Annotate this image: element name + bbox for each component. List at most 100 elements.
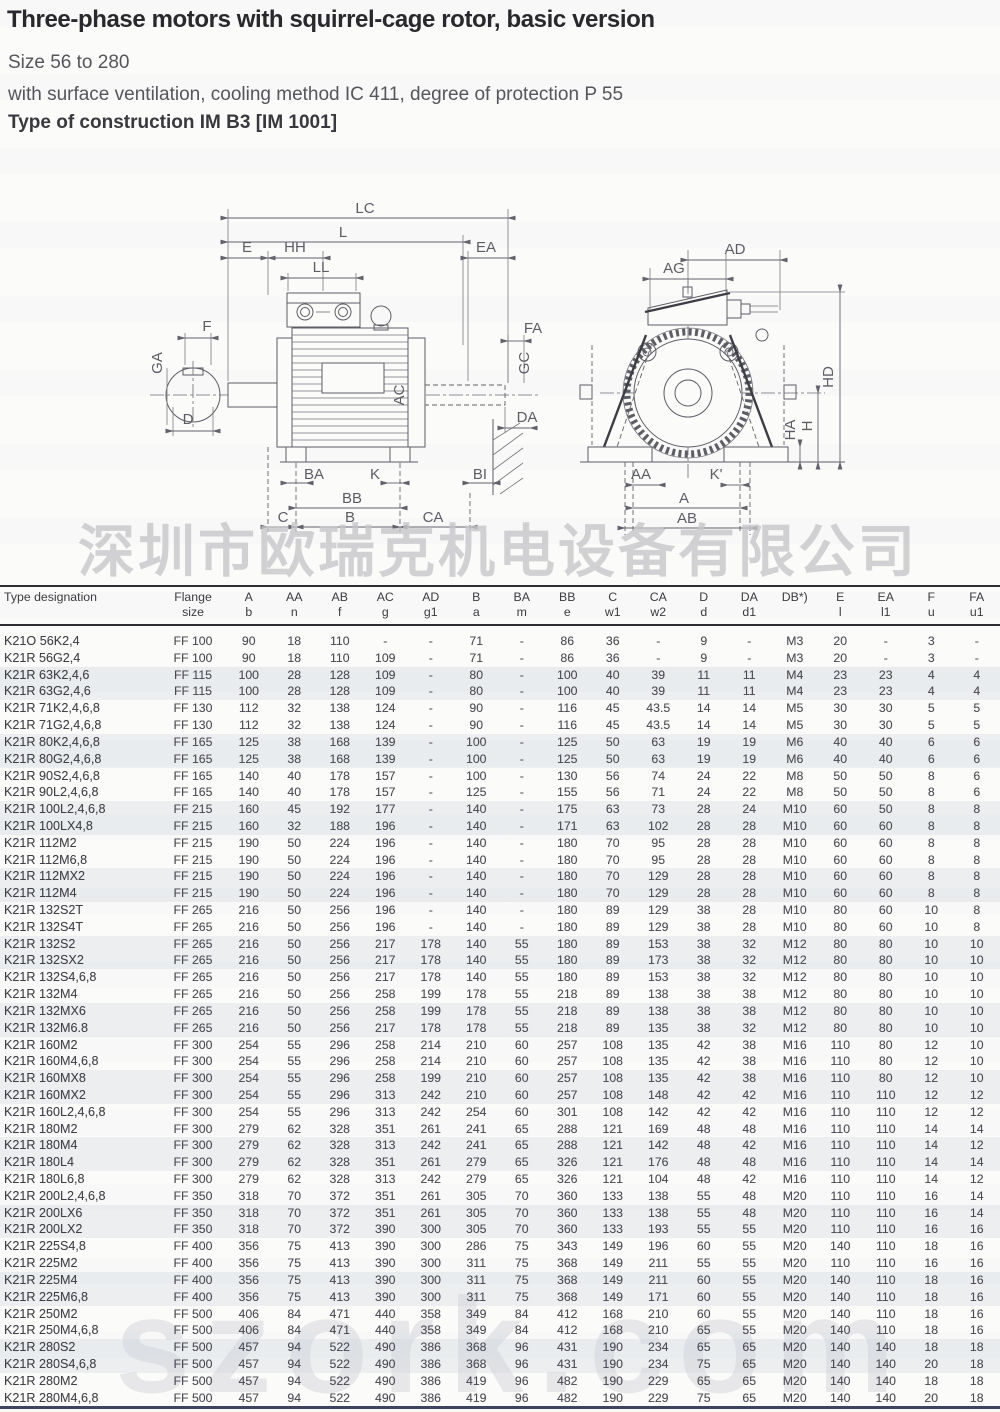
dimension-cell: 10	[969, 953, 984, 968]
dimension-cell: 112	[238, 701, 259, 716]
dimension-cell: -	[428, 802, 433, 817]
dimension-cell: FF 265	[173, 903, 213, 917]
dimension-cell: 140	[465, 869, 487, 884]
type-designation-cell: K21R 250M2	[4, 1306, 78, 1321]
dimension-cell: 55	[696, 1222, 711, 1237]
dimension-cell: 80	[878, 1054, 893, 1069]
dimension-cell: 140	[829, 1289, 851, 1304]
column-header: AD g1	[422, 590, 440, 619]
dimension-cell: 55	[742, 1239, 757, 1254]
column-header: BA m	[513, 590, 530, 619]
dimension-cell: 19	[696, 751, 711, 766]
dimension-cell: 50	[833, 768, 848, 783]
dimension-cell: 171	[556, 818, 578, 833]
dimension-cell: 14	[696, 701, 711, 716]
dimension-cell: -	[519, 718, 524, 733]
dimension-cell: 360	[556, 1188, 578, 1203]
dimension-cell: M10	[782, 852, 807, 867]
dimension-cell: 140	[875, 1390, 897, 1405]
dimension-cell: 413	[329, 1239, 351, 1254]
dimension-cell: 28	[287, 684, 302, 699]
dimension-cell: 140	[465, 835, 487, 850]
dimension-cell: 313	[374, 1138, 396, 1153]
dimension-cell: 110	[329, 634, 350, 648]
dimension-cell: -	[656, 650, 661, 665]
dimension-cell: 60	[833, 802, 848, 817]
dimension-cell: 311	[466, 1272, 487, 1287]
dimension-cell: 199	[420, 987, 442, 1002]
dimension-cell: FF 265	[173, 936, 213, 951]
dimension-cell: 471	[329, 1306, 351, 1321]
dimension-cell: 149	[602, 1272, 624, 1287]
dimension-cell: 196	[374, 835, 396, 850]
dimension-cell: FF 265	[173, 970, 213, 985]
dimension-cell: 155	[556, 785, 578, 800]
dimension-cell: 80	[878, 1071, 893, 1086]
dimension-cell: 50	[878, 802, 893, 817]
dimension-cell: 257	[556, 1071, 578, 1086]
dimension-cell: 70	[605, 852, 620, 867]
dimension-cell: 38	[696, 919, 711, 934]
dimension-cell: M16	[782, 1138, 807, 1153]
dimension-cell: 19	[696, 734, 711, 749]
table-row: K21R 132S4,6,8 FF 265 216 50 256 217 178 140 55 1…	[0, 969, 1000, 986]
dimension-cell: M16	[782, 1071, 807, 1086]
dimension-cell: FF 165	[173, 785, 213, 800]
dimension-cell: 125	[556, 751, 578, 766]
dimension-cell: 140	[829, 1272, 851, 1287]
column-header: AC g	[376, 590, 394, 619]
dimension-cell: 214	[420, 1054, 442, 1069]
dimension-cell: 50	[287, 1020, 302, 1035]
dimension-cell: 95	[651, 852, 666, 867]
dimension-cell: M20	[782, 1390, 807, 1405]
dimension-cell: 6	[973, 734, 981, 749]
dim-label-ha: HA	[782, 420, 799, 441]
type-designation-cell: K21R 100LX4,8	[4, 818, 93, 833]
dimension-cell: 190	[602, 1356, 624, 1371]
dimension-cell: 32	[742, 1020, 757, 1035]
dimension-cell: 8	[927, 802, 935, 817]
dimension-cell: FF 300	[173, 1087, 213, 1102]
dimension-cell: 358	[420, 1323, 442, 1338]
dimension-cell: 55	[742, 1256, 757, 1271]
dimension-cell: 50	[287, 987, 302, 1002]
dimension-cell: 5	[927, 701, 935, 716]
dimension-cell: 178	[465, 1003, 487, 1018]
dimension-cell: -	[883, 650, 888, 665]
dimension-cell: 60	[878, 869, 893, 884]
dimension-cell: 40	[287, 785, 302, 800]
dimension-cell: FF 300	[173, 1071, 213, 1086]
dimension-cell: 43.5	[646, 718, 671, 733]
dimension-cell: 180	[556, 869, 578, 884]
dimension-cell: 188	[329, 818, 351, 833]
dimension-cell: 196	[374, 818, 396, 833]
dimension-cell: M8	[786, 768, 804, 783]
dimension-cell: 110	[875, 1087, 896, 1102]
dimension-cell: 55	[696, 1205, 711, 1220]
dimension-cell: 216	[238, 953, 260, 968]
type-designation-cell: K21R 112M2	[4, 835, 77, 850]
table-row: K21R 132SX2 FF 265 216 50 256 217 178 140 55 180 8…	[0, 952, 1000, 970]
dimension-cell: -	[428, 684, 433, 699]
dimension-cell: 254	[238, 1104, 260, 1119]
dimension-cell: FF 100	[173, 634, 213, 648]
dimension-cell: 190	[602, 1373, 624, 1388]
dimension-cell: M6	[786, 751, 804, 766]
dimension-cell: 60	[514, 1037, 529, 1052]
dimension-cell: 11	[697, 684, 711, 699]
dimension-cell: 63	[651, 751, 666, 766]
dimension-cell: 8	[927, 886, 935, 901]
type-designation-cell: K21R 225M6,8	[4, 1289, 89, 1304]
dimension-cell: 140	[238, 785, 260, 800]
dimension-cell: 258	[374, 987, 396, 1002]
dimension-cell: 10	[924, 936, 939, 951]
dimension-cell: 60	[514, 1087, 529, 1102]
dimension-cell: 234	[647, 1340, 669, 1355]
dimension-cell: 80	[878, 1037, 893, 1052]
dimension-cell: M20	[782, 1340, 807, 1355]
dimension-cell: M10	[782, 802, 807, 817]
dimension-cell: 318	[238, 1222, 260, 1237]
dimension-cell: 28	[696, 818, 711, 833]
table-row: K21R 250M2 FF 500 406 84 471 440 358 349 84 412 16…	[0, 1306, 1000, 1323]
